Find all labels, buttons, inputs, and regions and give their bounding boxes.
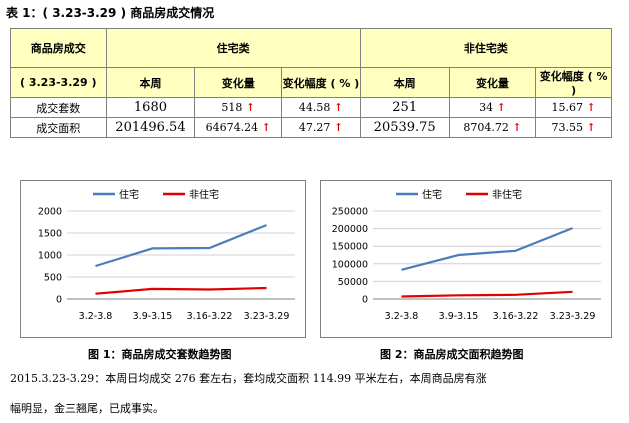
up-arrow-icon: ↑ [496, 101, 506, 114]
up-arrow-icon: ↑ [333, 101, 344, 114]
x-tick-label: 3.23-3.29 [244, 311, 290, 322]
non-rate-header: 变化幅度 ( % ) [535, 67, 612, 98]
non-change-header: 变化量 [448, 67, 537, 98]
chart-units: 住宅 非住宅 0 500 1000 1500 2000 3.2-3.8 3.9-3.15 3.16… [38, 188, 295, 322]
res-change-value: 64674.24 [205, 121, 259, 134]
table-title: 表 1：( 3.23-3.29 ) 商品房成交情况 [6, 6, 215, 20]
y-tick-label: 0 [56, 295, 62, 306]
series-line [401, 227, 573, 271]
non-rate-cell: 15.67 ↑ [535, 97, 612, 118]
up-arrow-icon: ↑ [512, 121, 522, 134]
non-rate-cell: 73.55 ↑ [535, 117, 612, 138]
y-tick-label: 500 [44, 273, 62, 284]
res-week-value: 1680 [105, 97, 196, 118]
summary-line-2: 幅明显，金三翘尾，已成事实。 [10, 402, 164, 415]
chart-area-frame: 住宅 非住宅 0 50000 100000 150000 200000 250000 3.2-3… [320, 180, 612, 338]
x-tick-label: 3.9-3.15 [439, 311, 479, 322]
table-row: 成交套数 1680 518 ↑ 44.58 ↑ 251 34 ↑ 15.67 ↑ [10, 97, 612, 118]
row-label: 成交套数 [10, 97, 107, 118]
up-arrow-icon: ↑ [245, 101, 256, 114]
res-change-cell: 518 ↑ [194, 97, 283, 118]
chart-units-caption: 图 1：商品房成交套数趋势图 [88, 348, 232, 361]
non-change-cell: 8704.72 ↑ [448, 117, 537, 138]
up-arrow-icon: ↑ [261, 121, 271, 134]
non-rate-value: 15.67 [551, 101, 584, 114]
legend-label: 非住宅 [189, 188, 219, 201]
res-week-header: 本周 [105, 67, 196, 98]
row-label: 成交面积 [10, 117, 107, 138]
x-tick-label: 3.2-3.8 [79, 311, 113, 322]
up-arrow-icon: ↑ [333, 121, 344, 134]
res-rate-cell: 47.27 ↑ [281, 117, 361, 138]
residential-group-header: 住宅类 [105, 28, 361, 68]
corner-header: 商品房成交 [10, 28, 107, 68]
non-week-value: 251 [359, 97, 450, 118]
x-tick-label: 3.2-3.8 [385, 311, 419, 322]
x-tick-label: 3.23-3.29 [550, 311, 596, 322]
series-line [95, 286, 267, 295]
y-tick-label: 2000 [38, 207, 62, 218]
non-rate-value: 73.55 [551, 121, 584, 134]
y-tick-label: 150000 [332, 242, 368, 253]
y-tick-label: 250000 [332, 207, 368, 218]
chart-area-caption: 图 2：商品房成交面积趋势图 [380, 348, 524, 361]
table-row: 成交面积 201496.54 64674.24 ↑ 47.27 ↑ 20539.… [10, 117, 612, 138]
legend-label: 住宅 [119, 188, 139, 201]
non-week-value: 20539.75 [359, 117, 450, 138]
res-rate-value: 44.58 [298, 101, 331, 114]
non-week-header: 本周 [359, 67, 450, 98]
non-change-value: 34 [479, 101, 494, 114]
summary-line-1: 2015.3.23-3.29：本周日均成交 276 套左右，套均成交面积 114… [10, 372, 487, 385]
non-change-cell: 34 ↑ [448, 97, 537, 118]
series-line [95, 224, 267, 268]
series-line [401, 290, 573, 298]
up-arrow-icon: ↑ [586, 121, 596, 134]
up-arrow-icon: ↑ [586, 101, 596, 114]
res-rate-cell: 44.58 ↑ [281, 97, 361, 118]
res-week-value: 201496.54 [105, 117, 196, 138]
x-tick-label: 3.16-3.22 [187, 311, 233, 322]
res-change-cell: 64674.24 ↑ [194, 117, 283, 138]
y-tick-label: 50000 [338, 277, 368, 288]
legend-label: 住宅 [422, 188, 442, 201]
res-change-header: 变化量 [194, 67, 283, 98]
non-change-value: 8704.72 [463, 121, 509, 134]
transaction-table: 商品房成交 住宅类 非住宅类 ( 3.23-3.29 ) 本周 变化量 变化幅度… [10, 28, 613, 138]
y-tick-label: 1500 [38, 229, 62, 240]
y-tick-label: 100000 [332, 259, 368, 270]
res-change-value: 518 [221, 101, 243, 114]
res-rate-value: 47.27 [298, 121, 331, 134]
y-tick-label: 200000 [332, 224, 368, 235]
x-tick-label: 3.9-3.15 [133, 311, 173, 322]
x-tick-label: 3.16-3.22 [493, 311, 539, 322]
y-tick-label: 0 [362, 295, 368, 306]
chart-area: 住宅 非住宅 0 50000 100000 150000 200000 250000 3.2-3… [332, 188, 601, 322]
nonresidential-group-header: 非住宅类 [359, 28, 613, 68]
period-header: ( 3.23-3.29 ) [10, 67, 107, 98]
res-rate-header: 变化幅度 ( % ) [281, 67, 361, 98]
legend-label: 非住宅 [492, 188, 522, 201]
chart-units-frame: 住宅 非住宅 0 500 1000 1500 2000 3.2-3.8 3.9-3.15 3.16… [20, 180, 306, 338]
y-tick-label: 1000 [38, 251, 62, 262]
